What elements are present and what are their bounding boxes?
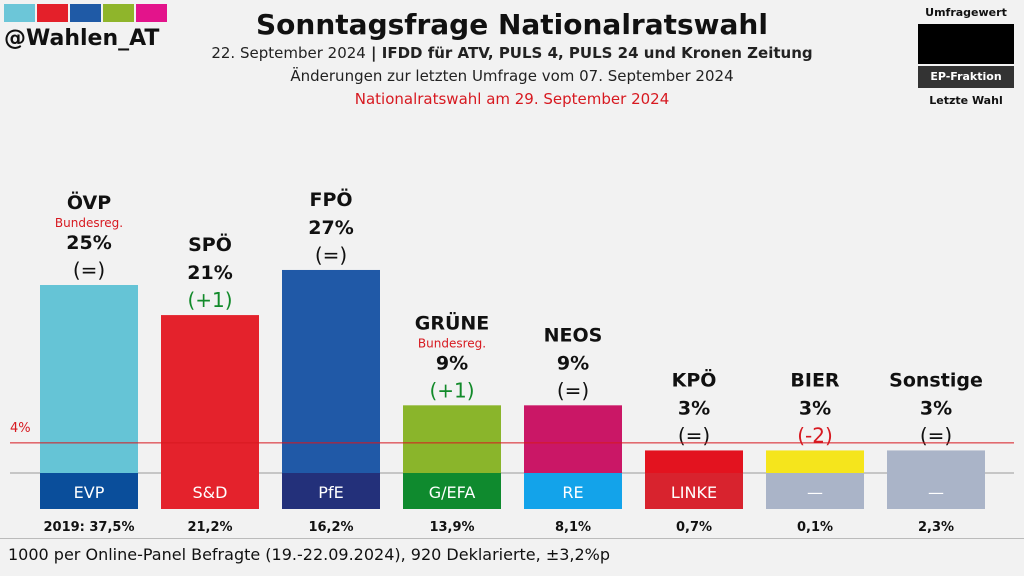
group-box [887, 473, 985, 509]
bar-party-label: BIER [790, 369, 840, 391]
bar-value-label: 3% [920, 397, 952, 419]
bar-2 [282, 269, 380, 473]
bar-tag-label: Bundesreg. [55, 216, 123, 230]
election-date: Nationalratswahl am 29. September 2024 [354, 90, 670, 108]
chart-subtitle: 22. September 2024 | IFDD für ATV, PULS … [180, 42, 844, 65]
last-election-label: 16,2% [308, 520, 353, 535]
legend-last-election: Letzte Wahl [929, 94, 1003, 107]
brand-swatch [136, 4, 167, 22]
bar-value-label: 21% [187, 262, 232, 284]
footer-note: 1000 per Online-Panel Befragte (19.-22.0… [8, 545, 611, 564]
bar-7 [887, 450, 985, 473]
bar-change-label: (=) [315, 243, 347, 267]
last-election-label: 2,3% [918, 520, 954, 535]
chart-header: Sonntagsfrage Nationalratswahl 22. Septe… [180, 8, 844, 111]
bar-1 [161, 315, 259, 473]
threshold-label: 4% [10, 421, 31, 436]
bar-tag-label: Bundesreg. [418, 336, 486, 350]
bar-change-label: (=) [557, 378, 589, 402]
brand-handle: @Wahlen_AT [4, 26, 160, 51]
changes-note: Änderungen zur letzten Umfrage vom 07. S… [290, 67, 734, 85]
bar-party-label: SPÖ [188, 232, 232, 256]
brand-swatch [103, 4, 134, 22]
brand-swatches [4, 4, 167, 22]
bar-value-label: 3% [799, 397, 831, 419]
legend-poll-value: Umfragewert [925, 6, 1007, 19]
group-box [282, 473, 380, 509]
bar-party-label: Sonstige [889, 369, 983, 391]
last-election-label: 0,7% [676, 520, 712, 535]
subtitle-separator: | [365, 44, 382, 62]
bar-party-label: GRÜNE [415, 310, 490, 334]
footer-divider [0, 538, 1024, 539]
chart-title: Sonntagsfrage Nationalratswahl [256, 8, 768, 41]
group-box [40, 473, 138, 509]
bar-3 [403, 405, 501, 473]
bar-value-label: 9% [436, 352, 468, 374]
group-box [645, 473, 743, 509]
bar-party-label: ÖVP [67, 190, 111, 214]
group-label: — [928, 483, 944, 502]
bar-party-label: KPÖ [672, 367, 717, 391]
poll-institute: IFDD für ATV, PULS 4, PULS 24 und Kronen… [381, 44, 813, 62]
bar-5 [645, 450, 743, 473]
bar-change-label: (=) [920, 423, 952, 447]
group-box [161, 473, 259, 509]
legend-ep-group: EP-Fraktion [918, 64, 1014, 88]
bar-0 [40, 285, 138, 473]
bar-change-label: (-2) [797, 423, 833, 447]
bar-6 [766, 450, 864, 473]
bar-party-label: FPÖ [309, 187, 352, 211]
group-label: EVP [74, 483, 105, 502]
group-label: S&D [193, 483, 228, 502]
group-box [524, 473, 622, 509]
legend: Umfragewert EP-Fraktion Letzte Wahl [918, 6, 1014, 107]
last-election-label: 13,9% [429, 520, 474, 535]
group-label: PfE [318, 483, 343, 502]
last-election-label: 0,1% [797, 520, 833, 535]
brand-swatch [70, 4, 101, 22]
group-box [403, 473, 501, 509]
bar-party-label: NEOS [544, 324, 603, 346]
brand-swatch [4, 4, 35, 22]
last-election-label: 2019: 37,5% [43, 520, 134, 535]
bar-value-label: 3% [678, 397, 710, 419]
brand-swatch [37, 4, 68, 22]
group-label: LINKE [671, 483, 717, 502]
legend-poll-box [918, 24, 1014, 64]
bar-change-label: (+1) [429, 378, 474, 402]
brand: @Wahlen_AT [4, 4, 167, 51]
group-label: RE [562, 483, 583, 502]
group-label: G/EFA [429, 483, 476, 502]
group-box [766, 473, 864, 509]
bar-value-label: 27% [308, 217, 353, 239]
bar-value-label: 9% [557, 352, 589, 374]
bar-4 [524, 405, 622, 473]
poll-date: 22. September 2024 [211, 44, 366, 62]
bar-change-label: (=) [73, 258, 105, 282]
bar-value-label: 25% [66, 232, 111, 254]
group-label: — [807, 483, 823, 502]
bar-change-label: (+1) [187, 288, 232, 312]
last-election-label: 8,1% [555, 520, 591, 535]
bar-change-label: (=) [678, 423, 710, 447]
last-election-label: 21,2% [187, 520, 232, 535]
